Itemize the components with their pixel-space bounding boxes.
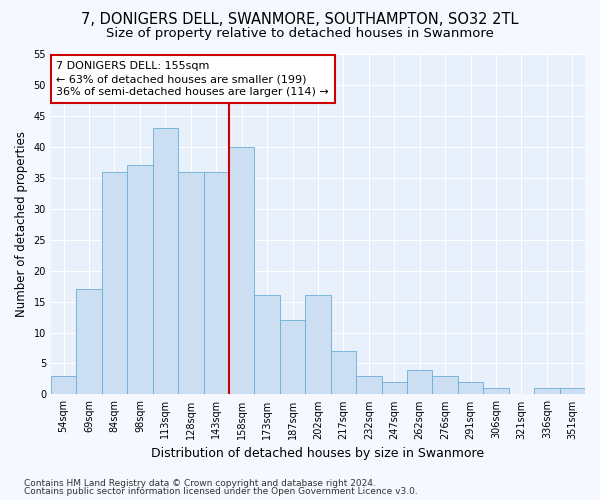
- Bar: [560, 388, 585, 394]
- Bar: [356, 376, 382, 394]
- Bar: [152, 128, 178, 394]
- Bar: [280, 320, 305, 394]
- Bar: [305, 296, 331, 394]
- Text: 7, DONIGERS DELL, SWANMORE, SOUTHAMPTON, SO32 2TL: 7, DONIGERS DELL, SWANMORE, SOUTHAMPTON,…: [81, 12, 519, 28]
- Text: Contains public sector information licensed under the Open Government Licence v3: Contains public sector information licen…: [24, 487, 418, 496]
- Y-axis label: Number of detached properties: Number of detached properties: [15, 131, 28, 317]
- Bar: [178, 172, 203, 394]
- Bar: [51, 376, 76, 394]
- Text: Size of property relative to detached houses in Swanmore: Size of property relative to detached ho…: [106, 28, 494, 40]
- Bar: [382, 382, 407, 394]
- Bar: [127, 166, 152, 394]
- Text: 7 DONIGERS DELL: 155sqm
← 63% of detached houses are smaller (199)
36% of semi-d: 7 DONIGERS DELL: 155sqm ← 63% of detache…: [56, 61, 329, 97]
- Bar: [407, 370, 433, 394]
- X-axis label: Distribution of detached houses by size in Swanmore: Distribution of detached houses by size …: [151, 447, 485, 460]
- Text: Contains HM Land Registry data © Crown copyright and database right 2024.: Contains HM Land Registry data © Crown c…: [24, 478, 376, 488]
- Bar: [458, 382, 483, 394]
- Bar: [433, 376, 458, 394]
- Bar: [76, 289, 102, 395]
- Bar: [203, 172, 229, 394]
- Bar: [254, 296, 280, 394]
- Bar: [331, 351, 356, 395]
- Bar: [534, 388, 560, 394]
- Bar: [483, 388, 509, 394]
- Bar: [229, 147, 254, 394]
- Bar: [102, 172, 127, 394]
